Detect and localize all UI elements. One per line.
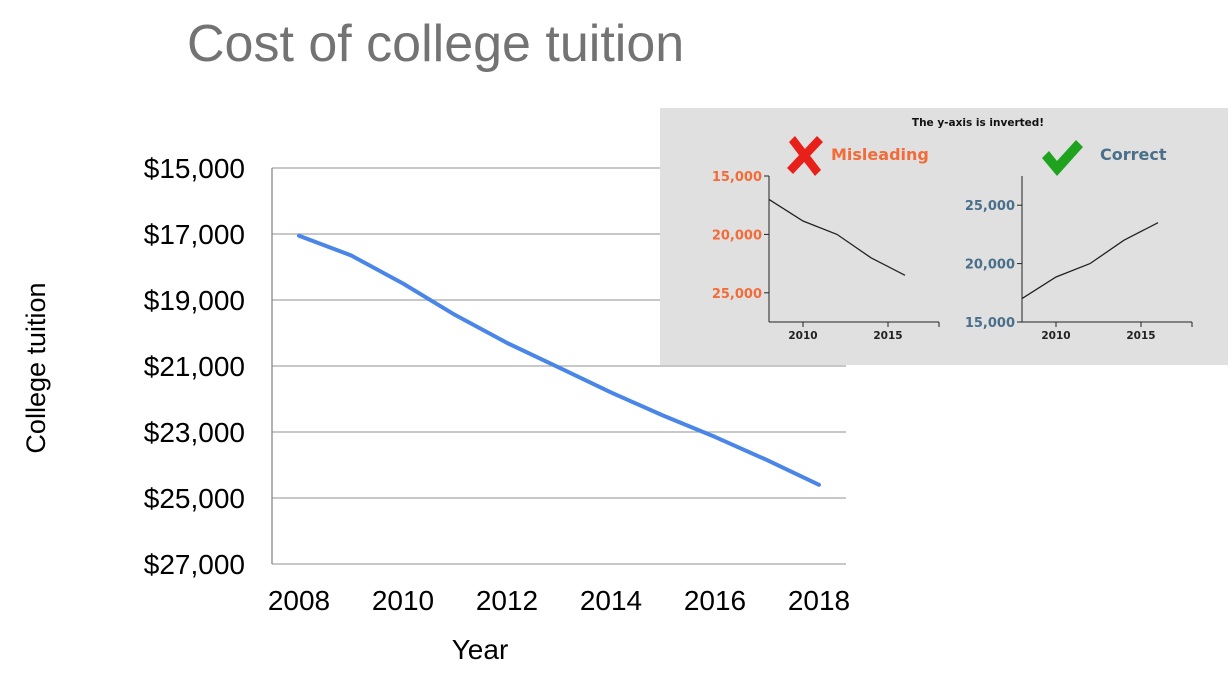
page-title: Cost of college tuition [187,15,685,73]
y-tick-label: $23,000 [144,417,245,448]
y-tick-label: $15,000 [144,153,245,184]
cross-stroke [787,136,823,174]
inset-y-tick-label: 20,000 [712,228,762,243]
inset-y-tick-label: 15,000 [712,170,762,185]
inset-x-tick-label: 2015 [1126,330,1155,342]
main-chart: $15,000 $17,000 $19,000 $21,000 $23,000 $25,0… [21,153,850,665]
inset-x-tick-label: 2010 [788,330,817,342]
tuition-series-line [297,233,821,487]
inset-y-tick-label: 15,000 [965,316,1015,331]
y-axis-title: College tuition [21,282,51,453]
x-tick-label: 2016 [684,585,746,616]
inset-series-line [1021,222,1159,300]
y-tick-label: $19,000 [144,285,245,316]
x-tick-label: 2008 [268,585,330,616]
x-tick-label: 2012 [476,585,538,616]
inset-panel-label: Misleading [831,145,929,164]
inset-y-tick-label: 20,000 [965,258,1015,273]
inset-y-tick-label: 25,000 [712,287,762,302]
y-tick-label: $27,000 [144,549,245,580]
x-axis-title: Year [452,634,509,665]
y-tick-label: $17,000 [144,219,245,250]
cross-icon [787,136,823,176]
x-tick-label: 2014 [580,585,642,616]
inset-title: The y-axis is inverted! [912,117,1044,129]
inset-x-tick-label: 2015 [873,330,902,342]
check-stroke [1042,140,1083,176]
inset-y-tick-label: 25,000 [965,199,1015,214]
inset-chart: The y-axis is inverted! 15,000 20,000 25,00… [712,117,1193,342]
y-tick-label: $25,000 [144,483,245,514]
x-tick-label: 2018 [788,585,850,616]
inset-comparison-panel: The y-axis is inverted! 15,000 20,000 25,00… [660,108,1228,365]
y-tick-label: $21,000 [144,351,245,382]
inset-x-tick-label: 2010 [1041,330,1070,342]
x-tick-label: 2010 [372,585,434,616]
inset-panel-label: Correct [1100,145,1167,164]
inset-series-line [768,198,906,276]
check-icon [1042,140,1083,176]
